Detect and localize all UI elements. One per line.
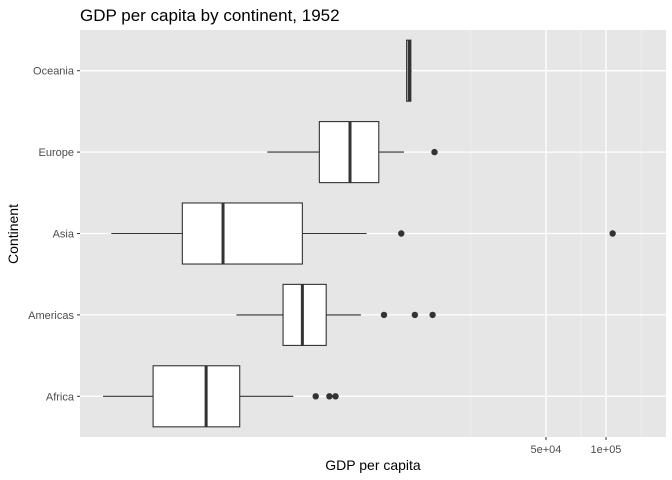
- box-asia: [111, 202, 616, 265]
- iqr-box-americas: [282, 283, 327, 346]
- x-axis-title: GDP per capita: [325, 457, 421, 473]
- outlier-point: [326, 393, 333, 400]
- y-tick-label: Americas: [28, 310, 74, 322]
- iqr-box-africa: [152, 365, 241, 428]
- x-tick-label: 5e+04: [531, 444, 562, 456]
- outlier-point: [609, 230, 616, 237]
- box-europe: [267, 121, 438, 184]
- outlier-point: [332, 393, 339, 400]
- iqr-box-asia: [181, 202, 303, 265]
- x-tick-label: 1e+05: [591, 444, 622, 456]
- outlier-point: [312, 393, 319, 400]
- outlier-point: [411, 311, 419, 319]
- box-africa: [103, 365, 339, 428]
- y-tick-label: Oceania: [33, 66, 75, 78]
- outlier-point: [429, 311, 436, 319]
- y-tick-label: Europe: [39, 147, 74, 159]
- y-axis: Africa Americas Asia Europe Oceania: [28, 66, 80, 403]
- box-layer: [103, 39, 616, 428]
- y-axis-title: Continent: [5, 204, 21, 264]
- y-tick-label: Asia: [53, 229, 75, 241]
- outlier-point: [380, 311, 388, 319]
- outlier-point: [431, 148, 438, 156]
- outlier-point: [398, 230, 405, 237]
- x-axis: 5e+04 1e+05: [531, 437, 622, 456]
- box-americas: [236, 283, 436, 346]
- box-oceania: [406, 39, 412, 102]
- chart-title: GDP per capita by continent, 1952: [80, 6, 340, 25]
- y-tick-label: Africa: [46, 391, 75, 403]
